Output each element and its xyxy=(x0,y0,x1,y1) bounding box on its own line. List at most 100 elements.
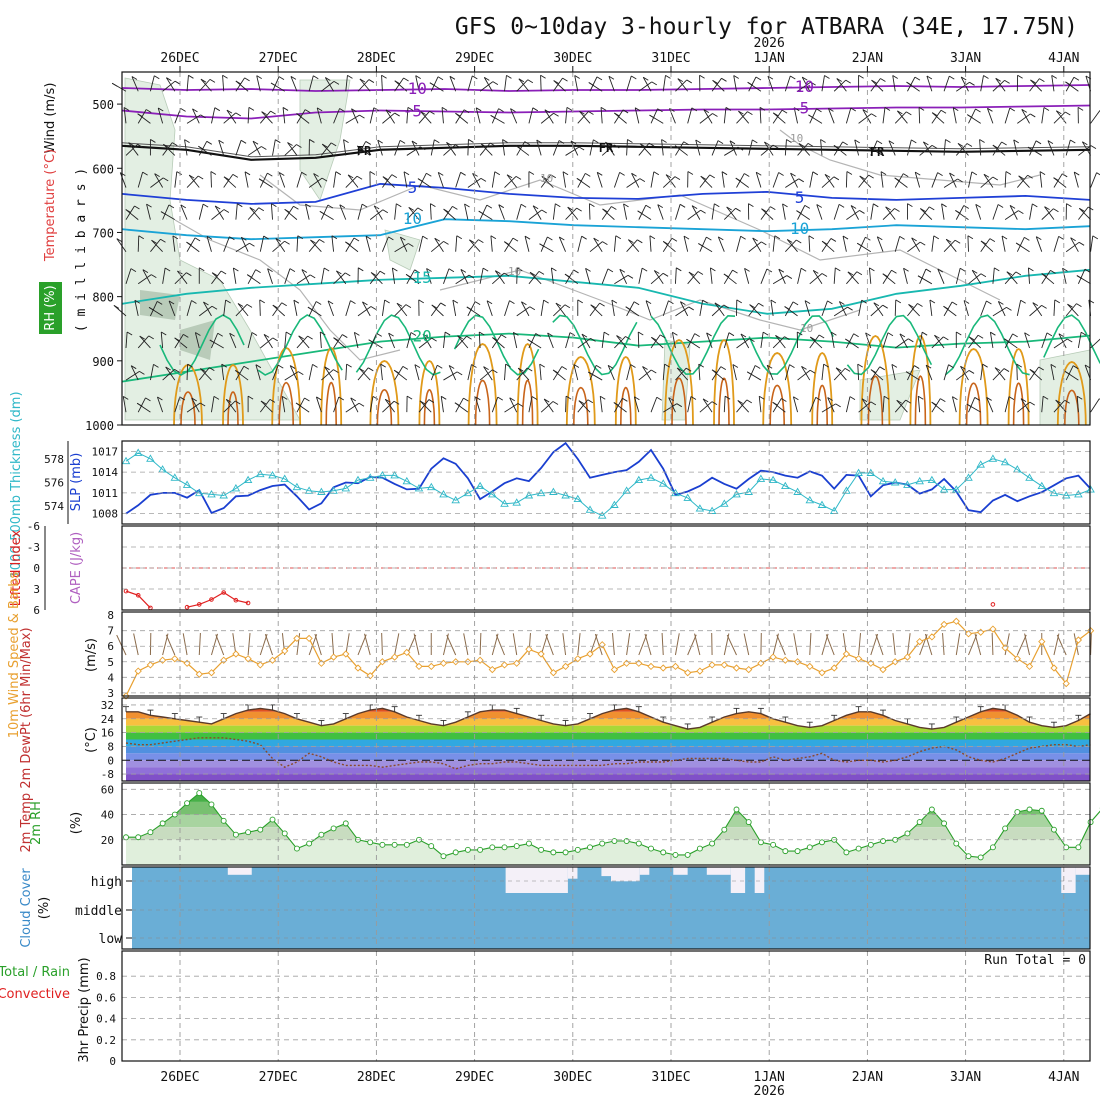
wind-barb xyxy=(868,147,875,151)
wind10-marker xyxy=(952,617,960,625)
cloud-clear-gap xyxy=(601,867,611,877)
thickness-marker xyxy=(915,476,924,485)
wind10-barb xyxy=(694,633,701,656)
wind-barb xyxy=(1090,110,1100,124)
wind-barb xyxy=(406,207,419,220)
rh-band xyxy=(126,839,1090,865)
wind-barb xyxy=(393,400,400,405)
wind-barb xyxy=(282,107,289,111)
wind-barb xyxy=(411,140,418,145)
wind-barb xyxy=(429,82,436,87)
wind-barb xyxy=(698,243,704,247)
wind-barb xyxy=(931,336,944,349)
wind-barb xyxy=(821,240,835,253)
wind-barb xyxy=(992,204,999,220)
wind-barb xyxy=(209,78,216,83)
wind-barb xyxy=(858,113,872,124)
wind-barb xyxy=(913,365,920,369)
wind-barb xyxy=(714,302,721,307)
wind-barb xyxy=(460,171,466,176)
wind-barb xyxy=(296,144,302,148)
rh-shaded-area xyxy=(384,229,421,271)
wind-barb xyxy=(304,397,310,402)
wind-barb xyxy=(206,140,213,145)
wind-barb xyxy=(1043,107,1050,111)
wind-barb xyxy=(690,396,697,400)
wind-barb xyxy=(838,204,845,208)
wind-barb xyxy=(388,236,394,241)
wind-barb xyxy=(786,275,793,279)
wind-barb xyxy=(258,207,265,212)
temp-band xyxy=(126,760,1090,768)
wind-barb xyxy=(225,299,231,304)
temp-band xyxy=(126,725,1090,733)
wind-barb xyxy=(417,207,423,212)
wind-barb xyxy=(443,332,446,349)
wind-barb xyxy=(980,240,987,245)
wind-barb xyxy=(408,243,414,247)
pressure-tick-label: 600 xyxy=(92,162,114,176)
wind-barb xyxy=(120,172,126,176)
rh-tick-label: 60 xyxy=(101,783,114,796)
precip-tick-label: 0.6 xyxy=(96,991,116,1004)
wind-barb xyxy=(986,397,992,401)
wind-barb xyxy=(804,300,811,304)
wind-barb xyxy=(1032,203,1038,208)
wind-barb xyxy=(137,274,152,285)
rh2m-axis-units: (%) xyxy=(69,812,84,835)
wind-barb xyxy=(186,241,192,246)
wind-barb xyxy=(528,396,533,413)
temp-axis-units: (°C) xyxy=(84,727,99,753)
chart-title: GFS 0~10day 3-hourly for ATBARA (34E, 17… xyxy=(455,14,1078,40)
rh-marker xyxy=(989,844,996,851)
wind-barb xyxy=(200,78,207,83)
precip-legend-convective: Convective xyxy=(0,987,70,1002)
wind-barb xyxy=(486,300,493,317)
wind-barb xyxy=(679,203,686,208)
wind-barb xyxy=(1024,332,1030,349)
wind-barb xyxy=(492,369,498,374)
temp-band xyxy=(126,732,1090,740)
wind-barb xyxy=(772,401,778,406)
wind-barb xyxy=(321,143,334,156)
wind10-marker xyxy=(903,653,912,661)
wind-barb xyxy=(828,108,834,112)
wind10-barb xyxy=(955,633,961,656)
wind-barb xyxy=(494,171,501,176)
rh-shaded-area-dark xyxy=(140,290,180,320)
wind-barb xyxy=(931,112,938,117)
li-axis-label: Lifted Index xyxy=(9,529,24,606)
wind-barb xyxy=(858,300,863,316)
wind-barb xyxy=(394,203,397,220)
wind-barb xyxy=(515,145,522,150)
wind-barb xyxy=(308,75,314,92)
wind-barb xyxy=(842,141,848,146)
wind-barb xyxy=(322,143,328,148)
wind-barb xyxy=(221,364,225,381)
wind-barb xyxy=(502,139,508,143)
panel-frame-cc xyxy=(121,866,1091,950)
isotherm-warm-contour xyxy=(320,346,343,426)
year-label-top: 2026 xyxy=(754,36,785,51)
wind-barb xyxy=(748,203,754,208)
wind-barb xyxy=(543,299,549,304)
wind-barb xyxy=(968,273,982,285)
wind-barb xyxy=(123,107,130,111)
wind-barb xyxy=(726,206,737,220)
wind-barb xyxy=(668,397,676,413)
wind10-marker xyxy=(671,662,680,671)
wind-barb xyxy=(540,174,552,188)
wind10-marker xyxy=(378,658,387,666)
wind10-marker xyxy=(195,670,203,678)
wind-barb xyxy=(567,206,579,220)
rh-marker xyxy=(391,841,398,848)
wind-barb xyxy=(191,397,200,413)
date-label-top: 30DEC xyxy=(553,51,592,66)
wind-barb xyxy=(455,112,461,117)
wind-barb xyxy=(821,273,828,277)
thickness-marker xyxy=(268,471,277,479)
wind-barb xyxy=(676,403,683,408)
wind-barb xyxy=(854,139,860,156)
thickness-marker xyxy=(512,498,521,506)
wind-barb xyxy=(467,239,479,253)
